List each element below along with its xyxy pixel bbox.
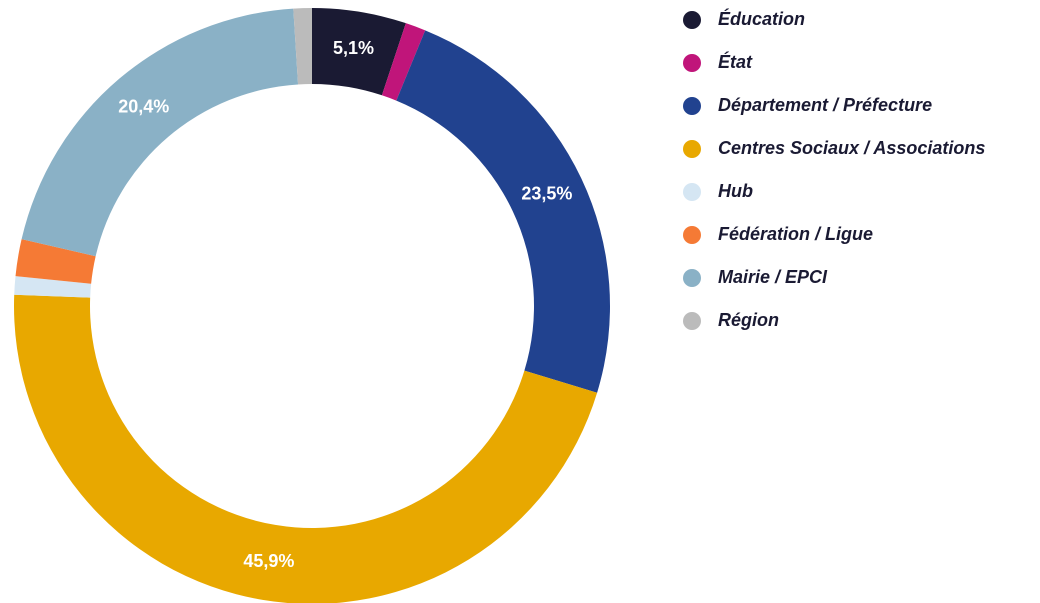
slice-label: 45,9% [243,551,294,571]
legend-label: Centres Sociaux / Associations [718,138,985,158]
slice-label: 20,4% [118,97,169,117]
legend-swatch [683,11,701,29]
legend-label: État [718,51,753,72]
legend-swatch [683,54,701,72]
slice-label: 5,1% [333,38,374,58]
legend-label: Fédération / Ligue [718,224,873,244]
legend-swatch [683,312,701,330]
slice [14,276,92,298]
slice [396,30,610,393]
legend-label: Région [718,310,779,330]
legend-label: Département / Préfecture [718,95,932,115]
slice [312,8,406,96]
slice [21,8,299,257]
legend-swatch [683,140,701,158]
legend-label: Éducation [718,8,805,29]
legend-swatch [683,183,701,201]
legend-swatch [683,269,701,287]
slice [15,239,96,284]
slice [14,294,598,603]
legend-label: Mairie / EPCI [718,267,828,287]
slice [381,23,426,101]
legend-swatch [683,226,701,244]
slice [293,8,312,85]
slice-label: 23,5% [521,183,572,203]
legend-label: Hub [718,181,753,201]
legend-swatch [683,97,701,115]
